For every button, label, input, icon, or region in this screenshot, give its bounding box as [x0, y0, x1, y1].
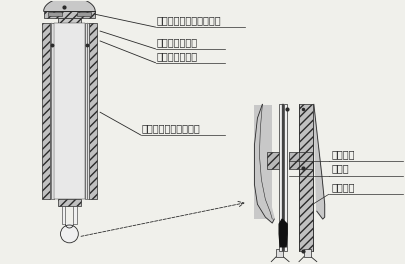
Circle shape — [60, 225, 78, 243]
Bar — [288, 152, 312, 169]
Bar — [53, 23, 85, 199]
Text: ぜんまい、及び、ファン: ぜんまい、及び、ファン — [156, 15, 221, 25]
Bar — [87, 23, 88, 199]
Bar — [77, 12, 91, 16]
Bar — [49, 23, 53, 199]
Text: 湿球感温部（ガーゼ）: 湿球感温部（ガーゼ） — [141, 123, 200, 133]
Bar — [254, 105, 272, 219]
Bar — [61, 206, 65, 224]
Bar — [283, 104, 286, 251]
Bar — [266, 152, 281, 169]
Polygon shape — [44, 0, 95, 11]
Bar — [303, 249, 310, 257]
Text: 断熱材: 断熱材 — [331, 164, 348, 173]
Bar — [73, 206, 77, 224]
Bar — [47, 12, 61, 16]
Bar — [85, 23, 89, 199]
Polygon shape — [313, 104, 324, 219]
Bar — [42, 23, 49, 199]
Text: パッキン: パッキン — [331, 149, 354, 159]
Text: 温度計（举球）: 温度計（举球） — [156, 37, 197, 47]
Bar — [44, 11, 95, 18]
Text: 温度計（湿球）: 温度計（湿球） — [156, 51, 197, 61]
Bar — [58, 199, 81, 206]
Bar — [279, 104, 282, 251]
Bar — [281, 104, 283, 251]
Bar — [275, 249, 282, 257]
Polygon shape — [279, 219, 286, 247]
Bar — [89, 23, 97, 199]
Bar — [298, 104, 312, 251]
Text: 通風内筒: 通風内筒 — [331, 182, 354, 192]
Bar — [58, 18, 81, 23]
Polygon shape — [65, 224, 73, 228]
Bar — [51, 23, 52, 199]
Polygon shape — [254, 104, 273, 223]
